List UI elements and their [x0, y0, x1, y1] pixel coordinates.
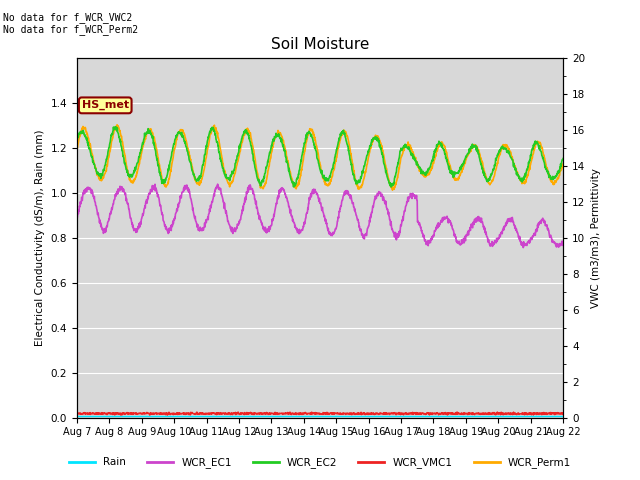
Y-axis label: VWC (m3/m3), Permittivity: VWC (m3/m3), Permittivity: [591, 168, 601, 308]
Y-axis label: Electrical Conductivity (dS/m), Rain (mm): Electrical Conductivity (dS/m), Rain (mm…: [35, 129, 45, 346]
Text: No data for f_WCR_VWC2
No data for f_WCR_Perm2: No data for f_WCR_VWC2 No data for f_WCR…: [3, 12, 138, 36]
Text: HS_met: HS_met: [82, 100, 129, 110]
Title: Soil Moisture: Soil Moisture: [271, 37, 369, 52]
Legend: Rain, WCR_EC1, WCR_EC2, WCR_VMC1, WCR_Perm1: Rain, WCR_EC1, WCR_EC2, WCR_VMC1, WCR_Pe…: [65, 453, 575, 472]
